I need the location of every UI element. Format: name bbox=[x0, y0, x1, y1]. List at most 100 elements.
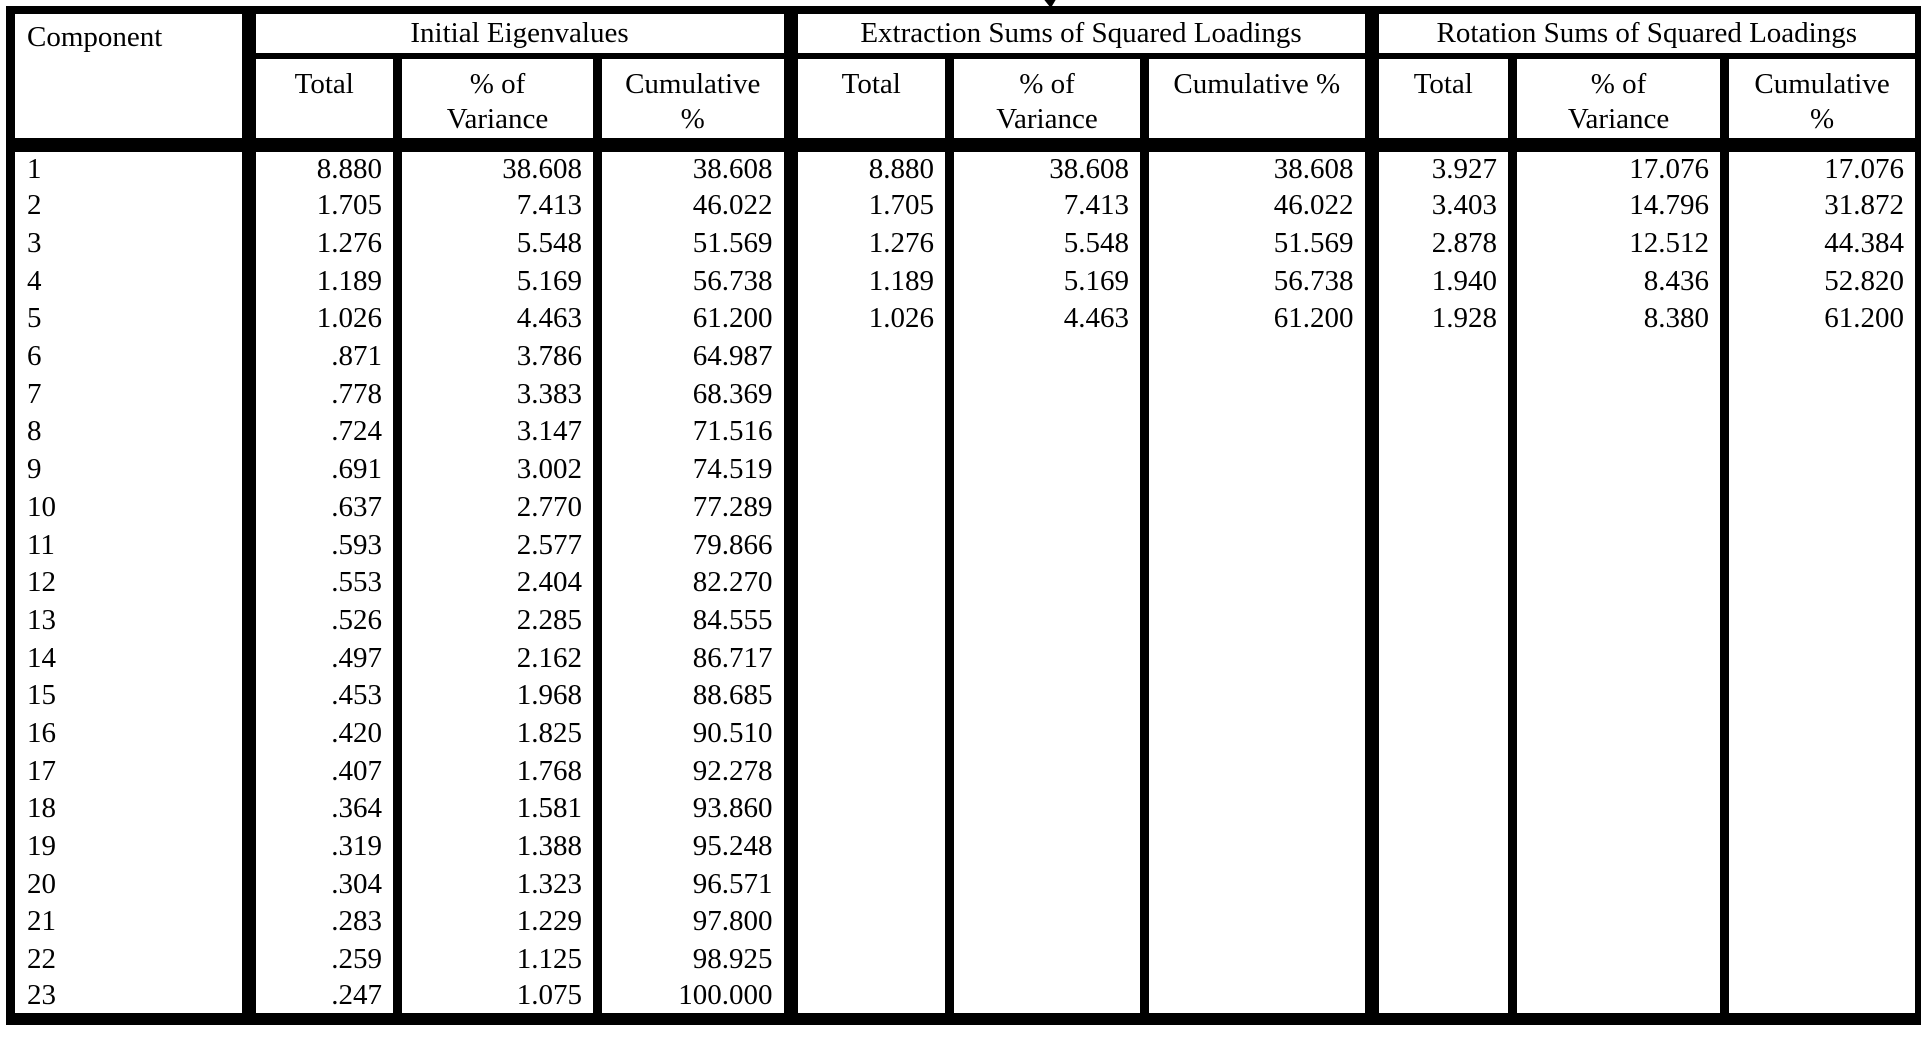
extraction-total-cell: 1.026 bbox=[790, 300, 955, 338]
initial-total-cell: 1.026 bbox=[248, 300, 402, 338]
table-row: 3 1.276 5.548 51.569 1.276 5.548 51.569 … bbox=[10, 224, 1920, 263]
extraction-pct-variance-cell bbox=[949, 790, 1150, 828]
initial-total-cell: .691 bbox=[248, 450, 402, 489]
initial-cumulative-cell: 74.519 bbox=[597, 450, 798, 489]
extraction-total-cell: 1.705 bbox=[790, 187, 955, 225]
extraction-cumulative-cell bbox=[1144, 639, 1379, 677]
extraction-cumulative-cell bbox=[1144, 940, 1379, 979]
rotation-pct-variance-cell bbox=[1512, 450, 1730, 489]
extraction-total-cell bbox=[790, 752, 955, 790]
rotation-total-cell: 1.940 bbox=[1371, 262, 1518, 301]
table-row: 6 .871 3.786 64.987 bbox=[10, 337, 1920, 376]
table-row: 4 1.189 5.169 56.738 1.189 5.169 56.738 … bbox=[10, 262, 1920, 301]
initial-pct-variance-cell: 3.147 bbox=[397, 413, 602, 451]
rotation-cumulative-cell bbox=[1725, 752, 1920, 790]
table-header: Component Initial Eigenvalues Extraction… bbox=[10, 10, 1920, 152]
rotation-pct-variance-cell: 17.076 bbox=[1512, 145, 1730, 187]
extraction-pct-variance-cell bbox=[949, 865, 1150, 904]
subheader-extraction-cumulative: Cumulative % bbox=[1144, 56, 1379, 152]
table-row: 19 .319 1.388 95.248 bbox=[10, 827, 1920, 866]
initial-pct-variance-cell: 1.768 bbox=[397, 752, 602, 790]
initial-pct-variance-cell: 38.608 bbox=[397, 145, 602, 187]
initial-pct-variance-cell: 2.285 bbox=[397, 601, 602, 640]
extraction-total-cell: 8.880 bbox=[790, 145, 955, 187]
table-row: 13 .526 2.285 84.555 bbox=[10, 601, 1920, 640]
table-row: 8 .724 3.147 71.516 bbox=[10, 413, 1920, 451]
extraction-cumulative-cell bbox=[1144, 827, 1379, 866]
initial-total-cell: .553 bbox=[248, 563, 402, 602]
subheader-extraction-pct-variance: % of Variance bbox=[949, 56, 1150, 152]
extraction-pct-variance-cell bbox=[949, 375, 1150, 414]
extraction-total-cell bbox=[790, 526, 955, 564]
rotation-cumulative-cell: 52.820 bbox=[1824, 264, 1905, 297]
subheader-initial-pct-variance: % of Variance bbox=[397, 56, 602, 152]
rotation-total-cell: 1.928 bbox=[1371, 300, 1518, 338]
initial-cumulative-cell: 56.738 bbox=[597, 262, 798, 301]
extraction-total-cell bbox=[790, 865, 955, 904]
extraction-total-cell bbox=[790, 978, 955, 1020]
rotation-cumulative-cell bbox=[1725, 602, 1920, 640]
table-row: 18 .364 1.581 93.860 bbox=[10, 790, 1920, 828]
initial-cumulative-cell: 64.987 bbox=[597, 337, 798, 376]
initial-pct-variance-cell: 3.383 bbox=[397, 375, 602, 414]
extraction-pct-variance-cell: 38.608 bbox=[949, 145, 1150, 187]
rotation-cumulative-cell bbox=[1725, 903, 1920, 941]
rotation-pct-variance-cell bbox=[1512, 752, 1730, 790]
initial-pct-variance-cell: 1.323 bbox=[397, 865, 602, 904]
cropped-title-artifact bbox=[1044, 0, 1056, 8]
component-cell: 3 bbox=[10, 224, 256, 263]
initial-cumulative-cell: 46.022 bbox=[597, 187, 798, 225]
initial-cumulative-cell: 79.866 bbox=[597, 526, 798, 564]
initial-total-cell: .259 bbox=[248, 940, 402, 979]
rotation-pct-variance-cell bbox=[1512, 865, 1730, 904]
extraction-pct-variance-cell: 4.463 bbox=[949, 300, 1150, 338]
component-cell: 21 bbox=[10, 903, 256, 941]
extraction-total-cell bbox=[790, 601, 955, 640]
rotation-total-cell bbox=[1371, 413, 1518, 451]
initial-cumulative-cell: 38.608 bbox=[597, 145, 798, 187]
initial-cumulative-cell: 97.800 bbox=[597, 903, 798, 941]
component-cell: 14 bbox=[10, 639, 256, 677]
rotation-pct-variance-cell bbox=[1512, 488, 1730, 527]
extraction-pct-variance-cell bbox=[949, 601, 1150, 640]
extraction-pct-variance-cell: 5.548 bbox=[949, 224, 1150, 263]
extraction-pct-variance-cell bbox=[949, 337, 1150, 376]
initial-cumulative-cell: 96.571 bbox=[597, 865, 798, 904]
initial-pct-variance-cell: 5.169 bbox=[397, 262, 602, 301]
initial-pct-variance-cell: 1.388 bbox=[397, 827, 602, 866]
extraction-cumulative-cell bbox=[1144, 676, 1379, 715]
rotation-cumulative-cell bbox=[1725, 375, 1920, 413]
table-row: 22 .259 1.125 98.925 bbox=[10, 940, 1920, 979]
initial-cumulative-cell: 98.925 bbox=[597, 940, 798, 979]
extraction-total-cell bbox=[790, 375, 955, 414]
initial-total-cell: .364 bbox=[248, 790, 402, 828]
extraction-pct-variance-cell bbox=[949, 827, 1150, 866]
component-cell: 19 bbox=[10, 827, 256, 866]
header-row-groups: Component Initial Eigenvalues Extraction… bbox=[10, 10, 1920, 152]
extraction-pct-variance-cell bbox=[949, 639, 1150, 677]
rotation-total-cell bbox=[1371, 865, 1518, 904]
rotation-pct-variance-cell bbox=[1512, 903, 1730, 941]
initial-total-cell: 1.705 bbox=[248, 187, 402, 225]
component-cell: 4 bbox=[10, 262, 256, 301]
initial-pct-variance-cell: 3.002 bbox=[397, 450, 602, 489]
component-cell: 22 bbox=[10, 940, 256, 979]
extraction-cumulative-cell bbox=[1144, 563, 1379, 602]
extraction-total-cell bbox=[790, 714, 955, 753]
rotation-pct-variance-cell bbox=[1512, 978, 1730, 1020]
extraction-total-cell: 1.276 bbox=[790, 224, 955, 263]
extraction-cumulative-cell: 38.608 bbox=[1144, 145, 1379, 187]
initial-total-cell: .304 bbox=[248, 865, 402, 904]
rotation-total-cell bbox=[1371, 450, 1518, 489]
subheader-rotation-total: Total bbox=[1371, 56, 1518, 152]
rotation-total-cell bbox=[1371, 978, 1518, 1020]
component-cell: 20 bbox=[10, 865, 256, 904]
extraction-pct-variance-cell bbox=[949, 940, 1150, 979]
initial-cumulative-cell: 93.860 bbox=[597, 790, 798, 828]
rotation-pct-variance-cell bbox=[1512, 337, 1730, 376]
initial-pct-variance-cell: 2.577 bbox=[397, 526, 602, 564]
table-row: 1 8.880 38.608 38.608 8.880 38.608 38.60… bbox=[10, 145, 1920, 187]
initial-pct-variance-cell: 1.229 bbox=[397, 903, 602, 941]
table-row: 16 .420 1.825 90.510 bbox=[10, 714, 1920, 753]
